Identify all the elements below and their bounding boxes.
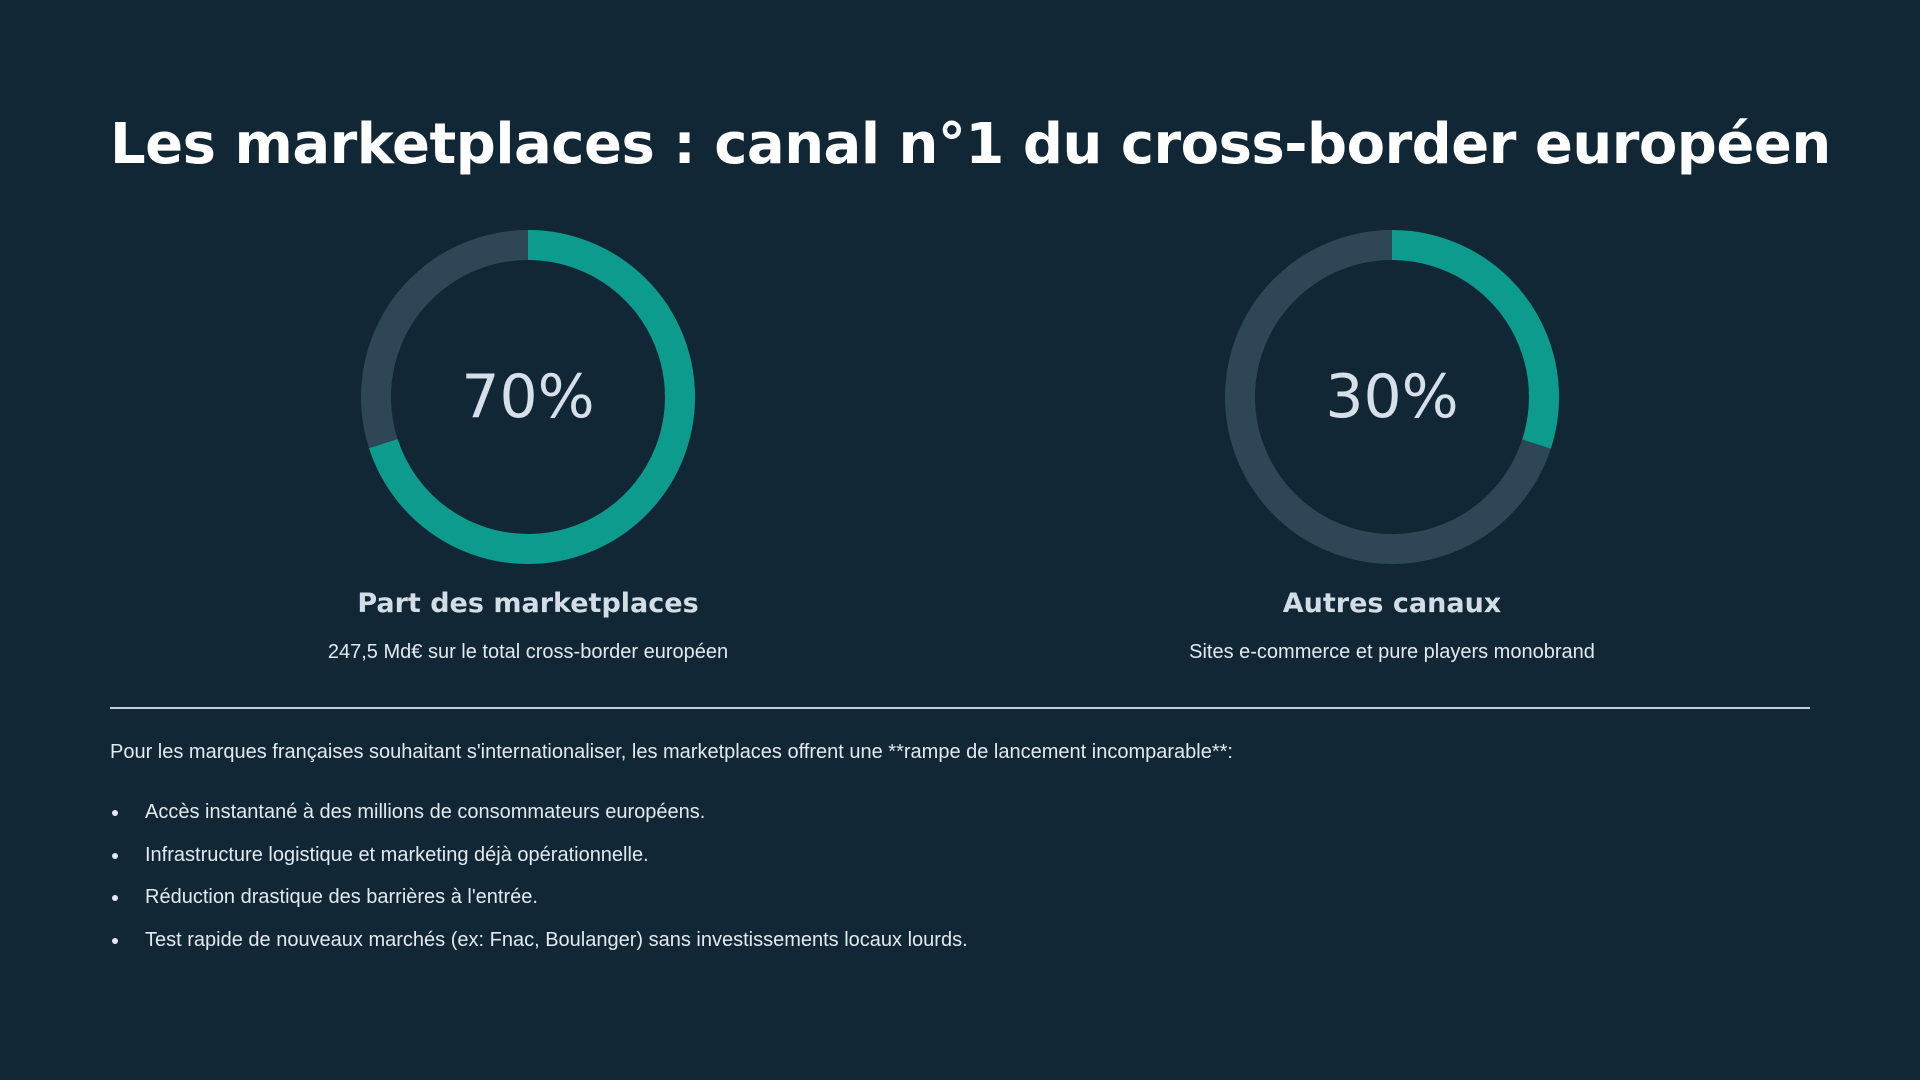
bullet-dot-icon bbox=[112, 810, 118, 816]
stat-label: Autres canaux bbox=[1282, 588, 1502, 619]
donut-progress-arc bbox=[1225, 230, 1559, 564]
bullet-dot-icon bbox=[112, 895, 118, 901]
list-item: Accès instantané à des millions de conso… bbox=[110, 800, 968, 843]
donut-ring-other-channels bbox=[1225, 230, 1559, 564]
donut-chart-marketplaces: 70% bbox=[361, 230, 695, 564]
donut-progress-arc bbox=[361, 230, 695, 564]
stat-label: Part des marketplaces bbox=[357, 588, 699, 619]
stat-subtitle: Sites e-commerce et pure players monobra… bbox=[1189, 641, 1595, 663]
list-item-text: Infrastructure logistique et marketing d… bbox=[145, 843, 649, 866]
donut-ring-marketplaces bbox=[361, 230, 695, 564]
list-item-text: Test rapide de nouveaux marchés (ex: Fna… bbox=[145, 928, 968, 951]
list-item-text: Réduction drastique des barrières à l'en… bbox=[145, 886, 538, 908]
section-divider bbox=[110, 707, 1810, 709]
list-item: Infrastructure logistique et marketing d… bbox=[110, 843, 968, 886]
bullet-dot-icon bbox=[112, 852, 118, 859]
donut-value-text: 70% bbox=[461, 362, 595, 432]
donut-chart-other-channels: 30% bbox=[1225, 230, 1559, 564]
benefits-list: Accès instantané à des millions de conso… bbox=[110, 800, 968, 970]
stat-marketplaces: 70% Part des marketplaces 247,5 Md€ sur … bbox=[248, 230, 808, 664]
stat-other-channels: 30% Autres canaux Sites e-commerce et pu… bbox=[1112, 230, 1672, 664]
list-item: Réduction drastique des barrières à l'en… bbox=[110, 885, 968, 928]
list-item: Test rapide de nouveaux marchés (ex: Fna… bbox=[110, 928, 968, 971]
slide-title: Les marketplaces : canal n°1 du cross-bo… bbox=[110, 112, 1831, 177]
stat-subtitle: 247,5 Md€ sur le total cross-border euro… bbox=[327, 641, 729, 663]
donut-value-text: 30% bbox=[1325, 362, 1459, 432]
intro-paragraph: Pour les marques françaises souhaitant s… bbox=[110, 741, 1233, 763]
list-item-text: Accès instantané à des millions de conso… bbox=[145, 801, 706, 823]
bullet-dot-icon bbox=[112, 937, 118, 944]
